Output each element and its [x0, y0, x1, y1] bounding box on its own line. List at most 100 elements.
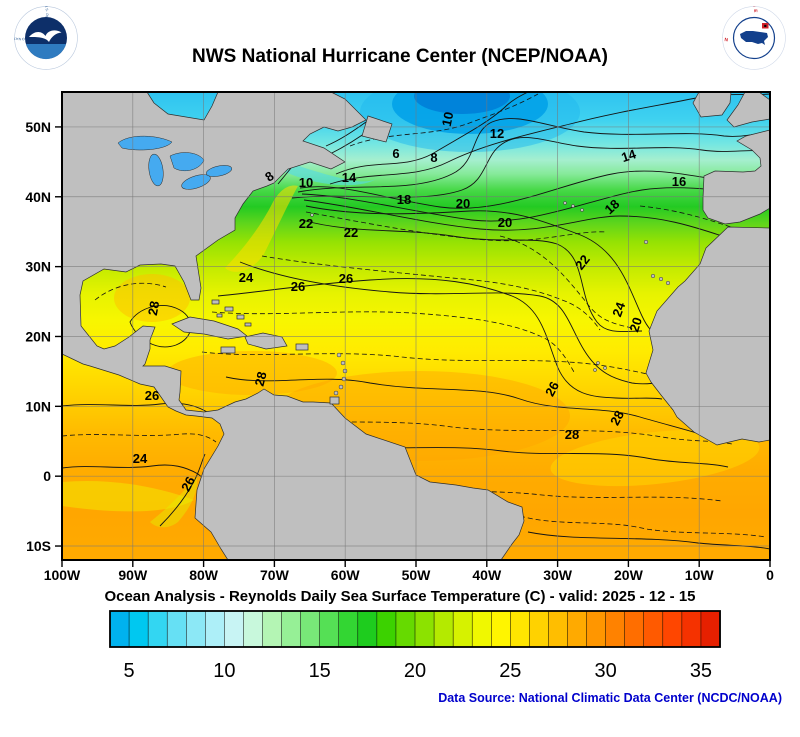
colorbar-segment — [586, 610, 607, 648]
y-tick-label: 50N — [25, 119, 51, 135]
colorbar-segment — [643, 610, 664, 648]
small-islands — [310, 201, 671, 396]
colorbar-tick-label: 10 — [213, 660, 235, 682]
y-tick-label: 10N — [25, 398, 51, 414]
contour-label: 28 — [252, 370, 270, 388]
noaa-gull-icon — [29, 30, 62, 42]
colorbar-segment — [205, 610, 226, 648]
contour-label: 28 — [565, 427, 579, 442]
y-tick-label: 10S — [26, 538, 51, 554]
colorbar-tick-label: 25 — [499, 660, 521, 682]
contour-label: 20 — [626, 315, 645, 333]
colorbar-segment — [147, 610, 168, 648]
colorbar-segments — [109, 610, 721, 648]
colorbar-segment — [281, 610, 302, 648]
axis-labels: 100W 90W 80W 70W 60W 50W 40W 30W 20W 10W 0 50N 40N 30… — [25, 119, 774, 583]
hurricane-flag-center — [764, 24, 767, 27]
colorbar-segment — [376, 610, 397, 648]
colorbar-segment — [433, 610, 454, 648]
x-tick-label: 50W — [402, 567, 432, 583]
colorbar-tick-label: 5 — [124, 660, 135, 682]
colorbar: 5 10 15 20 25 30 35 — [109, 610, 721, 682]
contour-label: 20 — [498, 215, 512, 230]
colorbar-segment — [491, 610, 511, 648]
cuba — [171, 316, 248, 340]
contour-label: 24 — [609, 299, 628, 318]
colorbar-segment — [605, 610, 626, 648]
colorbar-segment — [128, 610, 149, 648]
colorbar-segment — [395, 610, 416, 648]
y-tick-label: 0 — [43, 468, 51, 484]
colorbar-segment — [662, 610, 683, 648]
contour-label: 12 — [490, 126, 504, 141]
x-tick-label: 60W — [331, 567, 361, 583]
jamaica — [220, 346, 236, 354]
page-title: NWS National Hurricane Center (NCEP/NOAA… — [192, 46, 608, 67]
colorbar-tick-label: 20 — [404, 660, 426, 682]
colorbar-frame — [109, 610, 721, 648]
colorbar-segment — [414, 610, 435, 648]
hispaniola — [244, 332, 288, 350]
colorbar-segment — [262, 610, 283, 648]
colorbar-segment — [243, 610, 264, 648]
colorbar-segment — [624, 610, 645, 648]
contour-label: 14 — [342, 170, 357, 185]
contour-label: 22 — [344, 225, 358, 240]
noaa-emblem-sea — [26, 44, 66, 60]
axis-ticks — [55, 126, 771, 567]
nws-logo: NATIONAL WEATHER SERVICE — [722, 6, 786, 70]
contour-label: 22 — [299, 216, 313, 231]
x-tick-label: 20W — [614, 567, 644, 583]
colorbar-segment — [186, 610, 206, 648]
colorbar-segment — [166, 610, 187, 648]
contour-label: 26 — [145, 388, 159, 403]
contour-label: 26 — [291, 279, 305, 294]
colorbar-segment — [452, 610, 473, 648]
data-source: Data Source: National Climatic Data Cent… — [438, 691, 782, 705]
contour-label: 28 — [607, 408, 627, 428]
x-tick-label: 70W — [260, 567, 290, 583]
sst-map: 100W 90W 80W 70W 60W 50W 40W 30W 20W 10W 0 50N 40N 30… — [25, 91, 774, 583]
map-caption: Ocean Analysis - Reynolds Daily Sea Surf… — [104, 588, 696, 605]
x-tick-label: 30W — [543, 567, 573, 583]
colorbar-segment — [529, 610, 550, 648]
colorbar-tick-label: 15 — [309, 660, 331, 682]
trinidad — [329, 396, 340, 405]
colorbar-segment — [300, 610, 321, 648]
contour-label: 28 — [145, 300, 162, 317]
contour-label: 26 — [178, 474, 198, 494]
y-tick-label: 20N — [25, 328, 51, 344]
nws-us-map-icon — [740, 31, 768, 45]
x-tick-label: 40W — [472, 567, 502, 583]
x-tick-label: 100W — [44, 567, 81, 583]
colorbar-segment — [224, 610, 245, 648]
colorbar-segment — [319, 610, 340, 648]
britain — [726, 92, 770, 128]
x-tick-label: 80W — [189, 567, 219, 583]
contour-label: 14 — [619, 146, 638, 165]
noaa-logo: NATIONAL OCEANIC AND ATMOSPHERIC ADMINIS… — [14, 6, 78, 70]
newfoundland — [361, 115, 393, 143]
puerto-rico — [295, 343, 309, 351]
colorbar-labels: 5 10 15 20 25 30 35 — [124, 660, 713, 682]
colorbar-segment — [357, 610, 378, 648]
contour-label: 24 — [133, 451, 148, 466]
y-tick-label: 30N — [25, 259, 51, 275]
contour-label: 8 — [430, 150, 437, 165]
contour-label: 10 — [299, 175, 313, 190]
colorbar-segment — [109, 610, 130, 648]
contour-label: 10 — [439, 110, 457, 127]
colorbar-segment — [338, 610, 359, 648]
colorbar-segment — [510, 610, 531, 648]
colorbar-segment — [471, 610, 492, 648]
x-tick-label: 0 — [766, 567, 774, 583]
x-tick-label: 90W — [118, 567, 148, 583]
header: NATIONAL OCEANIC AND ATMOSPHERIC ADMINIS… — [0, 0, 800, 86]
colorbar-segment — [548, 610, 569, 648]
contour-label: 16 — [672, 174, 686, 189]
contour-label: 20 — [456, 196, 470, 211]
lat-lon-gridlines — [62, 92, 770, 560]
landmasses — [62, 92, 770, 560]
ireland — [692, 92, 732, 118]
